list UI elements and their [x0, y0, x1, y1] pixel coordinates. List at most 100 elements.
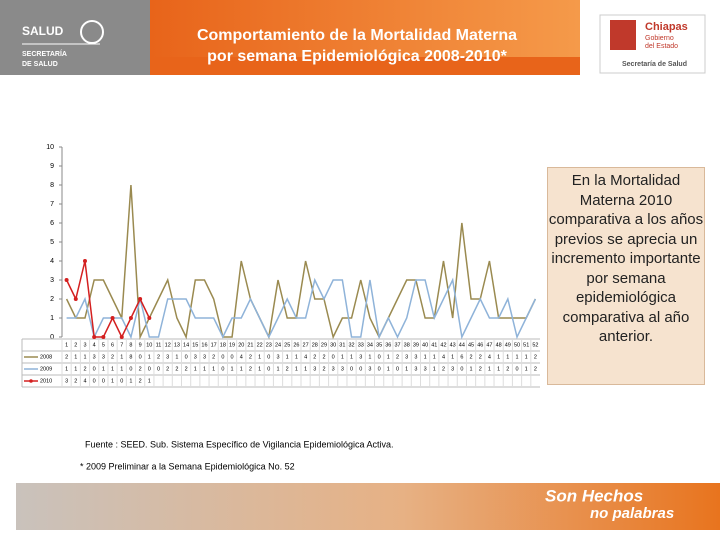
x-tick-label: 36: [385, 342, 391, 348]
x-tick-label: 11: [156, 342, 162, 348]
table-value: 1: [212, 366, 215, 372]
x-tick-label: 10: [146, 342, 152, 348]
table-value: 1: [451, 354, 454, 360]
table-value: 1: [433, 354, 436, 360]
x-tick-label: 38: [404, 342, 410, 348]
table-value: 2: [185, 366, 188, 372]
x-tick-label: 20: [238, 342, 244, 348]
table-value: 4: [83, 378, 86, 384]
table-value: 3: [341, 366, 344, 372]
table-value: 6: [460, 354, 463, 360]
table-value: 1: [525, 354, 528, 360]
table-value: 0: [185, 354, 188, 360]
x-tick-label: 32: [348, 342, 354, 348]
x-tick-label: 45: [468, 342, 474, 348]
y-tick-label: 1: [50, 315, 54, 322]
table-value: 1: [240, 366, 243, 372]
title-bg: [150, 0, 580, 57]
x-tick-label: 50: [514, 342, 520, 348]
table-value: 0: [396, 366, 399, 372]
table-value: 3: [451, 366, 454, 372]
x-tick-label: 46: [477, 342, 483, 348]
table-value: 3: [405, 354, 408, 360]
x-tick-label: 9: [139, 342, 142, 348]
table-value: 0: [102, 378, 105, 384]
logo-text: Chiapas: [645, 21, 688, 33]
marker: [119, 335, 124, 339]
table-value: 4: [488, 354, 491, 360]
y-tick-label: 6: [50, 220, 54, 227]
table-value: 1: [111, 366, 114, 372]
x-tick-label: 40: [422, 342, 428, 348]
table-value: 0: [221, 366, 224, 372]
table-value: 1: [175, 354, 178, 360]
slogan: Son Hechos: [545, 486, 643, 505]
table-value: 1: [387, 354, 390, 360]
table-value: 3: [102, 354, 105, 360]
shield: [610, 20, 636, 50]
table-value: 0: [120, 378, 123, 384]
x-tick-label: 22: [257, 342, 263, 348]
series-line: [65, 184, 537, 340]
slogan: no palabras: [590, 505, 674, 522]
x-tick-label: 19: [229, 342, 235, 348]
table-value: 1: [341, 354, 344, 360]
table-value: 1: [405, 366, 408, 372]
table-value: 3: [93, 354, 96, 360]
marker: [92, 335, 97, 339]
logo-sub: Gobierno: [645, 35, 674, 42]
marker: [73, 297, 78, 301]
legend-label: 2008: [40, 354, 52, 360]
left-logo-bg: [0, 0, 150, 75]
x-tick-label: 48: [496, 342, 502, 348]
legend-marker: [29, 379, 33, 383]
x-tick-label: 17: [211, 342, 217, 348]
table-value: 1: [83, 354, 86, 360]
table-value: 0: [129, 366, 132, 372]
table-value: 1: [506, 354, 509, 360]
table-value: 2: [65, 354, 68, 360]
footnote: Fuente : SEED. Sub. Sistema Específico d…: [85, 439, 394, 449]
table-value: 3: [332, 366, 335, 372]
marker: [101, 335, 106, 339]
table-value: 0: [139, 354, 142, 360]
table-value: 2: [212, 354, 215, 360]
x-tick-label: 1: [65, 342, 68, 348]
table-value: 2: [249, 366, 252, 372]
marker: [147, 316, 152, 320]
table-value: 1: [350, 354, 353, 360]
table-value: 0: [231, 354, 234, 360]
table-value: 3: [414, 354, 417, 360]
marker: [110, 316, 115, 320]
x-tick-label: 42: [440, 342, 446, 348]
table-value: 4: [304, 354, 307, 360]
x-tick-label: 4: [93, 342, 96, 348]
table-value: 0: [93, 366, 96, 372]
table-value: 1: [111, 378, 114, 384]
table-value: 0: [148, 366, 151, 372]
side-note: En la Mortalidad Materna 2010 comparativ…: [547, 167, 705, 385]
x-tick-label: 8: [129, 342, 132, 348]
x-tick-label: 24: [275, 342, 281, 348]
table-value: 1: [148, 378, 151, 384]
table-value: 0: [267, 366, 270, 372]
table-value: 4: [442, 354, 445, 360]
table-value: 1: [387, 366, 390, 372]
table-value: 0: [515, 366, 518, 372]
table-value: 3: [203, 354, 206, 360]
x-tick-label: 13: [174, 342, 180, 348]
y-tick-label: 7: [50, 201, 54, 208]
table-value: 3: [313, 366, 316, 372]
table-value: 2: [396, 354, 399, 360]
x-tick-label: 52: [532, 342, 538, 348]
table-value: 1: [488, 366, 491, 372]
table-value: 4: [240, 354, 243, 360]
table-value: 1: [65, 366, 68, 372]
x-tick-label: 49: [505, 342, 511, 348]
table-value: 3: [194, 354, 197, 360]
table-value: 1: [203, 366, 206, 372]
marker: [64, 278, 69, 282]
table-value: 1: [295, 366, 298, 372]
